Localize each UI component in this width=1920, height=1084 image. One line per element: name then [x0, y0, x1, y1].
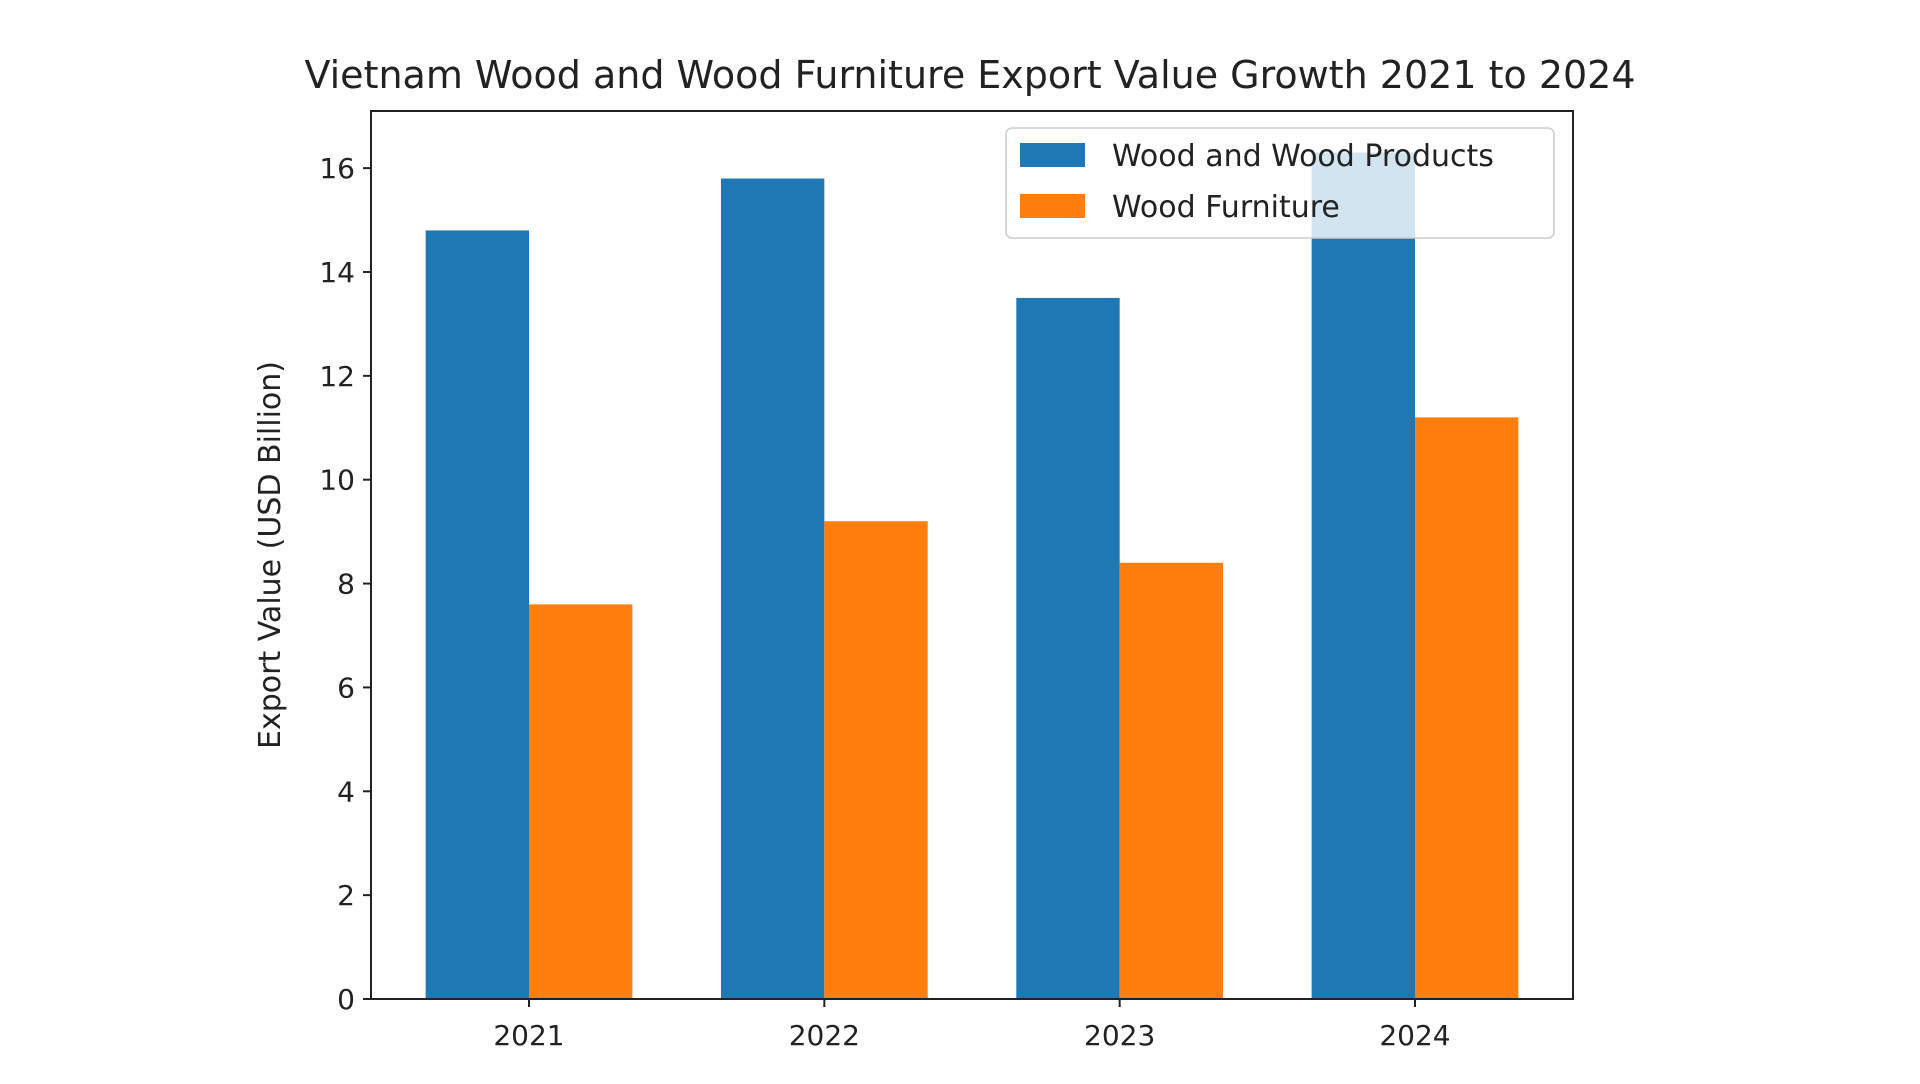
- y-tick-label: 16: [319, 152, 355, 185]
- y-tick-label: 10: [319, 464, 355, 497]
- y-tick-label: 6: [337, 671, 355, 704]
- bar-wood-furniture-2023: [1119, 562, 1224, 999]
- legend-swatch-wood-products: [1020, 143, 1085, 167]
- chart-title: Vietnam Wood and Wood Furniture Export V…: [304, 53, 1635, 97]
- x-tick-label: 2022: [789, 1019, 860, 1052]
- legend-label-wood-furniture: Wood Furniture: [1112, 190, 1340, 225]
- y-tick-label: 12: [319, 360, 355, 393]
- y-tick-label: 14: [319, 256, 355, 289]
- x-tick-label: 2024: [1379, 1019, 1450, 1052]
- bar-wood-furniture-2021: [529, 604, 633, 999]
- bar-wood-furniture-2024: [1414, 417, 1519, 999]
- x-tick-label: 2021: [493, 1019, 564, 1052]
- legend: Wood and Wood Products Wood Furniture: [1005, 127, 1555, 239]
- legend-label-wood-products: Wood and Wood Products: [1112, 139, 1494, 174]
- bar-wood-furniture-2022: [824, 521, 928, 999]
- bar-wood-and-wood-products-2021: [425, 230, 530, 999]
- y-tick-label: 8: [337, 568, 355, 601]
- y-tick-label: 4: [337, 775, 355, 808]
- bar-wood-and-wood-products-2023: [1016, 297, 1120, 999]
- legend-box: [1005, 127, 1555, 239]
- y-tick-label: 2: [337, 879, 355, 912]
- y-axis-label: Export Value (USD Billion): [253, 361, 288, 749]
- axes-frame: [370, 110, 1574, 1000]
- x-tick-label: 2023: [1084, 1019, 1155, 1052]
- legend-swatch-wood-furniture: [1020, 194, 1085, 218]
- bar-wood-and-wood-products-2024: [1311, 152, 1415, 1000]
- bar-wood-and-wood-products-2022: [720, 178, 825, 999]
- y-tick-label: 0: [337, 983, 355, 1016]
